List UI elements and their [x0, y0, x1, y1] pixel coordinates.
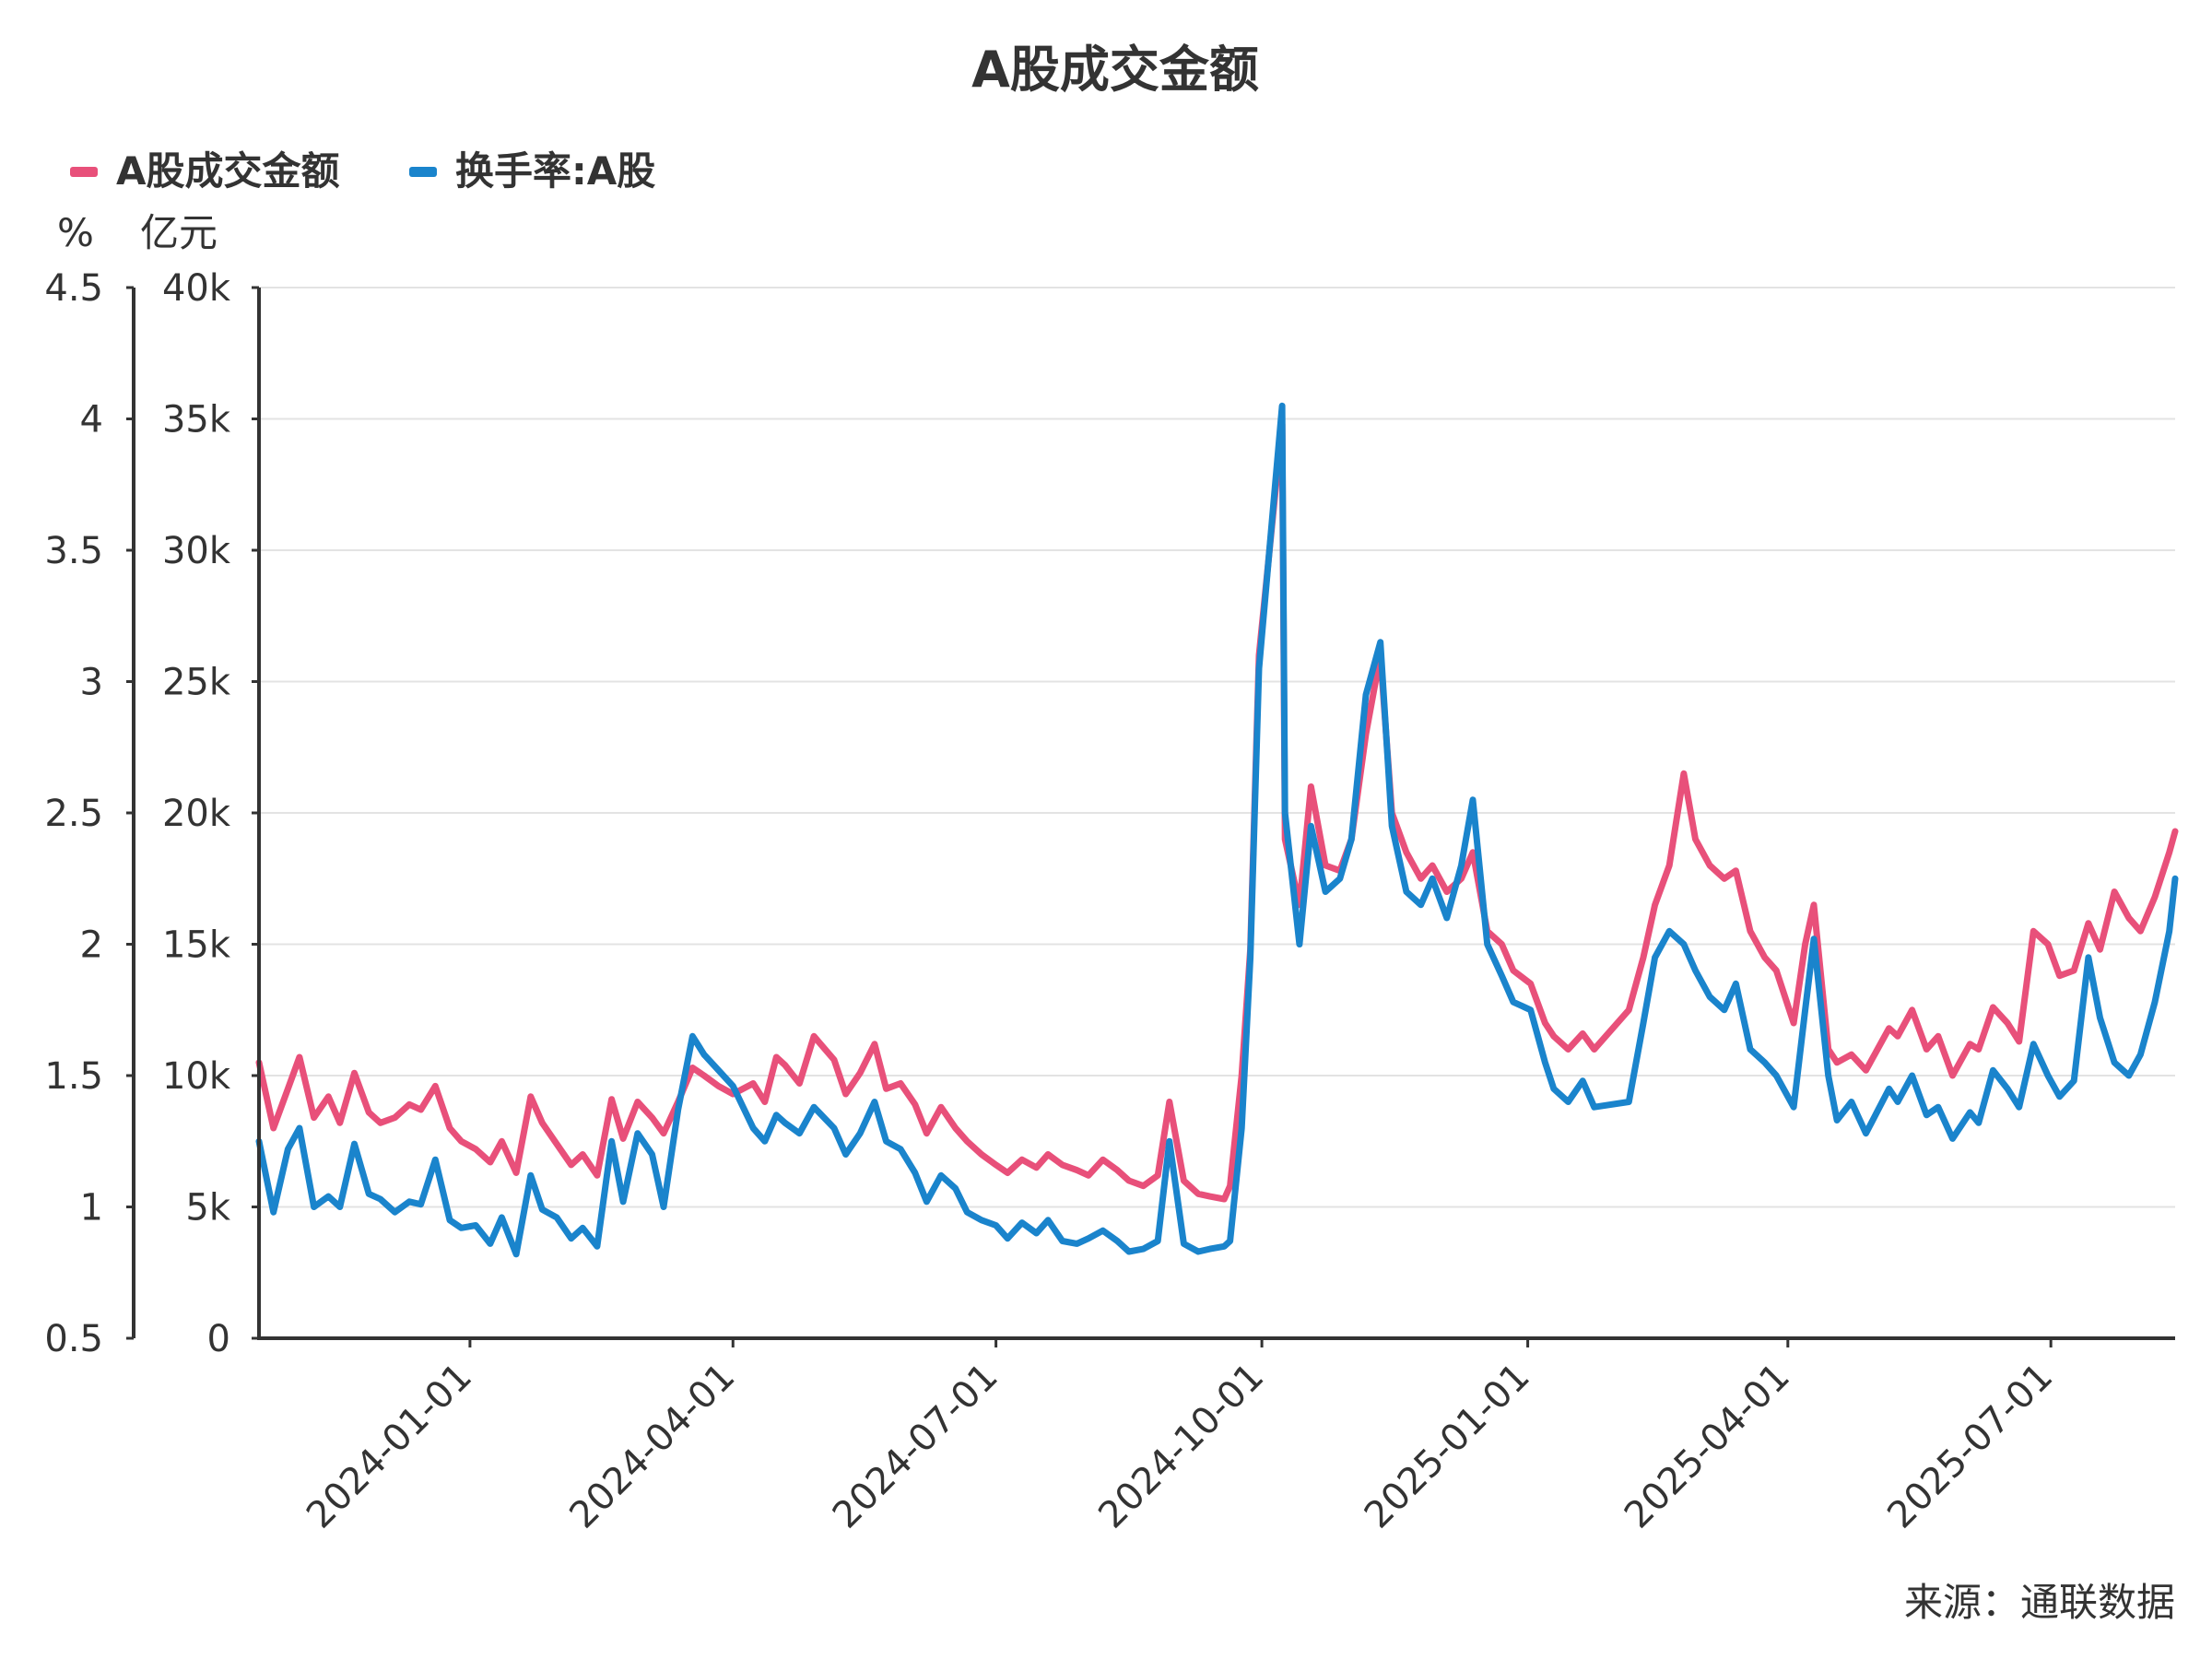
left-tick-label: 4.5	[44, 267, 103, 310]
right-tick-label: 5k	[185, 1187, 230, 1230]
left-tick-label: 1.5	[44, 1055, 103, 1098]
series-line-turnover	[255, 402, 2179, 1258]
right-axis-unit: 亿元	[140, 210, 218, 255]
x-tick-label: 2025-01-01	[1357, 1356, 1538, 1537]
left-tick-label: 3	[80, 662, 103, 704]
right-tick-label: 15k	[162, 924, 231, 967]
gridlines	[259, 287, 2175, 1208]
series-layer	[255, 402, 2179, 1258]
x-tick-label: 2025-07-01	[1879, 1356, 2061, 1537]
left-tick-label: 2	[80, 924, 103, 967]
right-tick-label: 40k	[162, 267, 231, 310]
legend-swatch-amount	[70, 167, 98, 177]
x-tick-label: 2025-04-01	[1617, 1356, 1798, 1537]
chart-title: A股成交金额	[971, 41, 1259, 99]
x-tick-label: 2024-07-01	[825, 1356, 1006, 1537]
left-tick-label: 3.5	[44, 530, 103, 572]
right-tick-label: 35k	[162, 399, 231, 441]
left-axis-unit: %	[57, 210, 94, 255]
left-tick-label: 1	[80, 1187, 103, 1230]
legend-swatch-turnover	[409, 167, 437, 177]
x-axis: 2024-01-01 2024-04-01 2024-07-01 2024-10-01…	[299, 1338, 2061, 1536]
legend-label-turnover: 换手率:A股	[455, 148, 655, 194]
x-tick-label: 2024-04-01	[561, 1356, 743, 1537]
left-tick-label: 2.5	[44, 793, 103, 835]
right-tick-label: 25k	[162, 662, 231, 704]
legend: A股成交金额 换手率:A股	[70, 148, 655, 194]
series-line-amount	[255, 420, 2179, 1203]
x-tick-label: 2024-01-01	[299, 1356, 480, 1537]
left-axis: 4.5 4 3.5 3 2.5 2 1.5 1 0.5	[44, 267, 134, 1360]
right-tick-label: 30k	[162, 530, 231, 572]
legend-label-amount: A股成交金额	[116, 148, 340, 194]
left-tick-label: 0.5	[44, 1318, 103, 1360]
right-tick-label: 0	[207, 1318, 230, 1360]
right-tick-label: 10k	[162, 1055, 231, 1098]
left-tick-label: 4	[80, 399, 103, 441]
right-axis: 40k 35k 30k 25k 20k 15k 10k 5k 0	[162, 267, 259, 1360]
right-tick-label: 20k	[162, 793, 231, 835]
x-tick-label: 2024-10-01	[1090, 1356, 1272, 1537]
source-note: 来源：通联数据	[1904, 1580, 2175, 1625]
